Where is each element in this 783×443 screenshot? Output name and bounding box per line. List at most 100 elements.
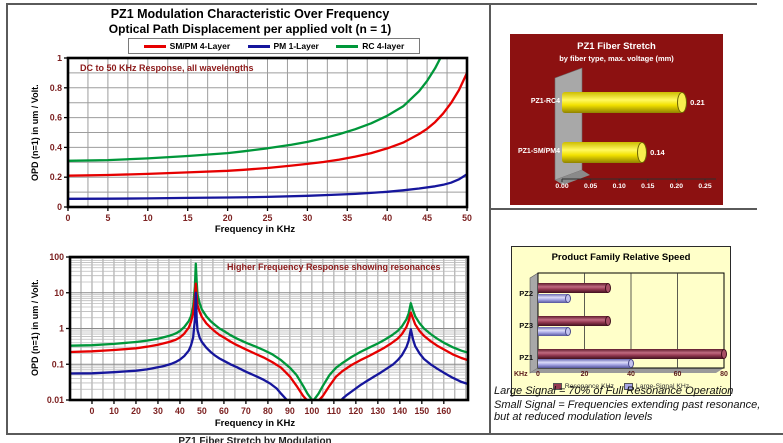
- x-tick-label: 80: [263, 406, 273, 416]
- clipped-next-chart-caption: PZ1 Fiber Stretch by Modulation: [178, 436, 332, 443]
- fiber-category-label: PZ1-SM/PM4: [517, 148, 560, 155]
- legend-label: SM/PM 4-Layer: [169, 41, 231, 51]
- fiber-bar-value-label: 0.21: [690, 98, 705, 107]
- x-tick-label: 40: [382, 213, 392, 223]
- y-tick-label: 0.4: [50, 142, 62, 152]
- speed-bar-large-signal-PZ1: [538, 359, 631, 368]
- top-border-line: [6, 3, 757, 5]
- speed-x-tick-label: 60: [673, 371, 682, 378]
- x-tick-label: 100: [305, 406, 320, 416]
- chart1-annotation: DC to 50 KHz Response, all wavelengths: [80, 63, 254, 73]
- fiber-stretch-chart: PZ1 Fiber Stretch by fiber type, max. vo…: [510, 34, 723, 205]
- speed-chart-legend: Resonance KHz Large-Signal KHz: [512, 383, 730, 390]
- fiber-x-tick-label: 0.15: [641, 183, 655, 190]
- speed-bar-large-signal-PZ3: [538, 326, 569, 336]
- fiber-bar-PZ1-SM/PM4: [562, 142, 643, 163]
- speed-legend-label: Resonance KHz: [564, 383, 614, 390]
- note-small-signal: Small Signal = Frequencies extending pas…: [494, 399, 761, 411]
- x-tick-label: 140: [392, 406, 407, 416]
- speed-bar-cap: [721, 349, 727, 359]
- series-pm-1-layer: [68, 173, 467, 200]
- x-tick-label: 20: [131, 406, 141, 416]
- page-title: PZ1 Modulation Characteristic Over Frequ…: [30, 7, 470, 36]
- fiber-x-tick-label: 0.00: [555, 183, 569, 190]
- floor-polygon: [555, 170, 590, 185]
- frequency-response-chart: 0 5 10 15 20 25 30 35 40 45 50 0 0.2 0.4 0.6 0.8 1: [50, 55, 472, 223]
- x-tick-label: 130: [371, 406, 386, 416]
- fiber-bar-PZ1-RC4: [562, 92, 683, 113]
- chart2-x-axis-title: Frequency in KHz: [214, 418, 296, 429]
- x-tick-label: 50: [462, 213, 472, 223]
- x-tick-label: 20: [223, 213, 233, 223]
- fiber-x-tick-label: 0.10: [612, 183, 626, 190]
- y-tick-label: 0.2: [50, 172, 62, 182]
- speed-legend-label: Large-Signal KHz: [635, 383, 690, 390]
- fiber-category-label: PZ1-RC4: [530, 98, 560, 105]
- bottom-border-line: [6, 433, 783, 435]
- legend-swatch-maroon: [552, 383, 562, 390]
- x-tick-label: 50: [197, 406, 207, 416]
- legend-label: PM 1-Layer: [273, 41, 319, 51]
- chart1-y-axis-title: OPD (n=1) in um / Volt.: [30, 84, 40, 182]
- legend-swatch-lavender: [623, 383, 633, 390]
- series-sm-pm-4-layer: [70, 282, 468, 400]
- series-rc-4-layer: [70, 262, 468, 400]
- y-tick-label: 0: [57, 202, 62, 212]
- x-tick-label: 30: [153, 406, 163, 416]
- legend-item-rc-4layer: RC 4-layer: [336, 41, 404, 51]
- fiber-bar-value-label: 0.14: [650, 148, 665, 157]
- x-tick-label: 25: [263, 213, 273, 223]
- speed-bar-resonance-PZ1: [538, 349, 724, 359]
- speed-bar-cap: [604, 316, 611, 326]
- x-tick-label: 70: [241, 406, 251, 416]
- fiber-x-tick-label: 0.20: [669, 183, 683, 190]
- speed-axis-unit: KHz: [514, 371, 528, 378]
- speed-bar-large-signal-PZ2: [538, 294, 569, 303]
- series-pm-1-layer: [70, 291, 468, 400]
- right-cell-divider-line: [489, 208, 757, 210]
- legend-label: RC 4-layer: [362, 41, 405, 51]
- chart2-annotation: Higher Frequency Response showing resona…: [227, 262, 441, 272]
- page-title-line2: Optical Path Displacement per applied vo…: [108, 22, 392, 36]
- fiber-bars: 0.21 0.14 0.00 0.05 0.10 0.15 0.20 0.25: [510, 34, 723, 205]
- speed-category-label: PZ2: [519, 289, 533, 298]
- chart1-x-axis-title: Frequency in KHz: [214, 224, 296, 235]
- x-tick-label: 120: [349, 406, 364, 416]
- speed-bar-cap: [565, 326, 572, 336]
- x-tick-label: 45: [422, 213, 432, 223]
- speed-category-label: PZ1: [519, 353, 533, 362]
- x-tick-label: 0: [90, 406, 95, 416]
- y-tick-label: 1: [57, 55, 62, 63]
- x-tick-label: 15: [183, 213, 193, 223]
- legend-line-swatch-blue: [247, 44, 270, 48]
- resonance-response-chart: 0 10 20 30 40 50 60 70 80 90 100 110 120 130 140 150 160…: [47, 252, 470, 416]
- speed-category-label: PZ3: [519, 321, 533, 330]
- note-large-signal: Large Signal = 70% of Full Resonance Ope…: [494, 385, 734, 397]
- y-tick-label: 0.01: [47, 395, 64, 405]
- speed-chart-title: Product Family Relative Speed: [551, 252, 691, 263]
- speed-x-tick-label: 0: [536, 371, 540, 378]
- speed-bar-cap: [628, 359, 634, 368]
- speed-bar-cap: [604, 283, 611, 293]
- fiber-chart-title: PZ1 Fiber Stretch: [577, 41, 656, 52]
- column-divider-line: [489, 3, 491, 434]
- legend-line-swatch-red: [143, 44, 166, 48]
- x-tick-label: 5: [105, 213, 110, 223]
- x-tick-label: 150: [414, 406, 429, 416]
- fiber-x-tick-label: 0.05: [583, 183, 598, 190]
- x-tick-label: 0: [66, 213, 71, 223]
- speed-legend-item: Large-Signal KHz: [623, 383, 690, 390]
- legend-item-smpm-4layer: SM/PM 4-Layer: [143, 41, 231, 51]
- fiber-bar-cap: [677, 92, 688, 113]
- speed-legend-item: Resonance KHz: [552, 383, 614, 390]
- y-tick-label: 0.1: [52, 359, 64, 369]
- x-tick-label: 160: [436, 406, 451, 416]
- x-tick-label: 40: [175, 406, 185, 416]
- y-tick-label: 100: [49, 252, 64, 262]
- legend-line-swatch-green: [336, 44, 359, 48]
- speed-bar-resonance-PZ2: [538, 283, 608, 293]
- speed-x-tick-label: 40: [627, 371, 635, 378]
- left-border-line: [6, 3, 8, 434]
- x-tick-label: 10: [143, 213, 153, 223]
